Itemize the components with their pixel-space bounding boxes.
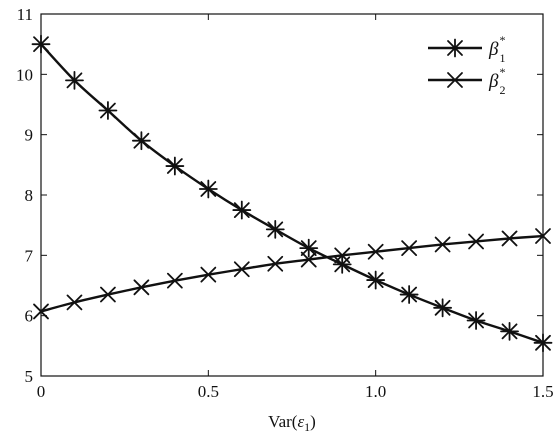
x-axis-title-subscript: 1 [304, 420, 310, 434]
series-2-point [33, 303, 49, 320]
series-1-point [466, 311, 486, 330]
series-2-point [267, 255, 284, 272]
series-lines [40, 43, 544, 344]
series-2-point [501, 230, 518, 247]
series-1-point [98, 101, 118, 120]
series-2-point [334, 247, 351, 264]
y-tick-label: 11 [17, 5, 33, 24]
series-1-point [232, 200, 252, 220]
legend-label-1: β* 1 [488, 33, 505, 65]
x-axis-title: Var(ε1) [268, 412, 316, 434]
series-1-point [433, 298, 453, 318]
series-2-point [468, 233, 484, 250]
series-2-point [233, 261, 250, 278]
series-2-line [40, 234, 544, 313]
legend: β* 1β* 2 [428, 33, 505, 97]
y-tick-label: 5 [25, 367, 34, 386]
legend-marker-2 [447, 72, 463, 88]
y-tick-label: 10 [16, 65, 33, 84]
series-1-point [500, 321, 519, 341]
series-2-point [367, 243, 384, 260]
y-tick-label: 7 [25, 246, 34, 265]
x-tick-label: 1.0 [365, 382, 386, 401]
x-axis-title-suffix: ) [310, 412, 316, 431]
series-2-point [401, 240, 418, 256]
x-axis-title-symbol: ε [297, 412, 304, 431]
legend-label-2: β* 2 [488, 65, 505, 97]
series-1-point [265, 219, 285, 239]
axis-ticks: 0 0.5 1.0 1.5 5 6 7 8 9 10 11 [16, 5, 553, 401]
series-2-point [166, 272, 183, 289]
series-1-point [299, 238, 319, 258]
series-1-point [399, 285, 419, 304]
series-2-point [66, 294, 83, 311]
y-tick-label: 6 [25, 307, 34, 326]
series-2-point [434, 236, 451, 253]
series-2-point [133, 279, 150, 296]
legend-marker-1 [445, 38, 465, 58]
series-1-line [40, 43, 544, 344]
series-1-point [131, 131, 151, 151]
series-1-point [31, 34, 51, 54]
series-1-point [366, 270, 386, 290]
series-1-point [165, 156, 185, 176]
series-1-point [332, 254, 352, 274]
series-2-point [200, 266, 217, 283]
x-tick-label: 1.5 [532, 382, 553, 401]
series-1-point [65, 70, 84, 90]
y-tick-label: 9 [25, 126, 34, 145]
x-tick-label: 0 [37, 382, 46, 401]
series-2-point [535, 228, 551, 244]
y-tick-label: 8 [25, 186, 34, 205]
series-2-point [300, 251, 317, 268]
series-1-point [533, 333, 553, 353]
series-1-point [198, 179, 218, 199]
series-markers [31, 34, 553, 353]
plot-area [40, 13, 544, 377]
x-tick-label: 0.5 [198, 382, 219, 401]
x-axis-title-prefix: Var( [268, 412, 298, 431]
series-2-point [100, 286, 116, 303]
